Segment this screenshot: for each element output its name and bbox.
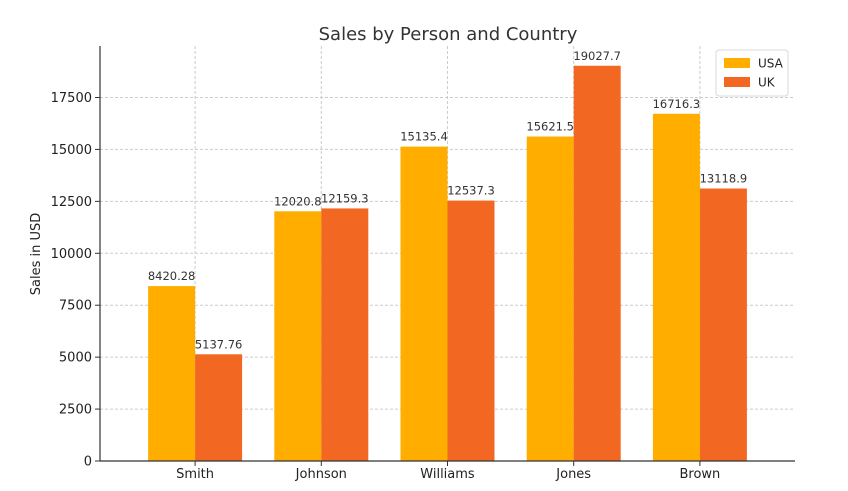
bar-uk-jones (573, 65, 621, 461)
x-tick-label-brown: Brown (679, 467, 720, 482)
y-tick-label: 0 (84, 455, 92, 470)
x-tick-label-jones: Jones (555, 467, 591, 482)
bar-usa-brown (652, 113, 700, 461)
legend-label-usa: USA (758, 57, 784, 71)
bar-usa-jones (526, 136, 574, 461)
bar-usa-johnson (274, 211, 322, 461)
data-label-usa-jones: 15621.5 (526, 120, 574, 134)
data-label-usa-brown: 16716.3 (653, 97, 701, 111)
x-tick-label-smith: Smith (176, 467, 214, 482)
bar-uk-williams (447, 200, 495, 461)
y-tick-label: 10000 (51, 247, 92, 262)
bar-uk-brown (699, 188, 747, 461)
bar-uk-smith (195, 354, 243, 461)
x-tick-label-johnson: Johnson (295, 467, 347, 482)
data-label-usa-smith: 8420.28 (148, 269, 196, 283)
data-labels: 8420.28 12020.8 15135.4 15621.5 16716.3 5137.… (148, 49, 747, 352)
chart-title: Sales by Person and Country (319, 24, 578, 45)
y-axis-label: Sales in USD (29, 213, 44, 296)
y-tick-label: 15000 (51, 143, 92, 158)
y-tick-label: 17500 (51, 91, 92, 106)
data-label-usa-williams: 15135.4 (400, 130, 448, 144)
bar-usa-williams (400, 146, 448, 461)
y-tick-label: 5000 (59, 351, 92, 366)
x-tick-label-williams: Williams (420, 467, 475, 482)
legend-label-uk: UK (758, 76, 776, 90)
bar-usa-smith (148, 286, 196, 461)
legend-swatch-uk (724, 77, 750, 87)
bar-uk-johnson (321, 208, 369, 461)
legend: USA UK (715, 49, 789, 97)
data-label-uk-johnson: 12159.3 (321, 191, 369, 205)
data-label-uk-brown: 13118.9 (700, 171, 748, 185)
y-tick-label: 12500 (51, 195, 92, 210)
data-label-uk-smith: 5137.76 (195, 337, 243, 351)
y-tick-label: 7500 (59, 299, 92, 314)
data-label-uk-jones: 19027.7 (573, 49, 621, 63)
data-label-uk-williams: 12537.3 (447, 184, 495, 198)
bars (148, 65, 747, 461)
y-tick-label: 2500 (59, 403, 92, 418)
legend-swatch-usa (724, 58, 750, 68)
data-label-usa-johnson: 12020.8 (274, 194, 322, 208)
axes: 0 2500 5000 7500 10000 12500 15000 17500 Smith Jo… (51, 46, 795, 482)
